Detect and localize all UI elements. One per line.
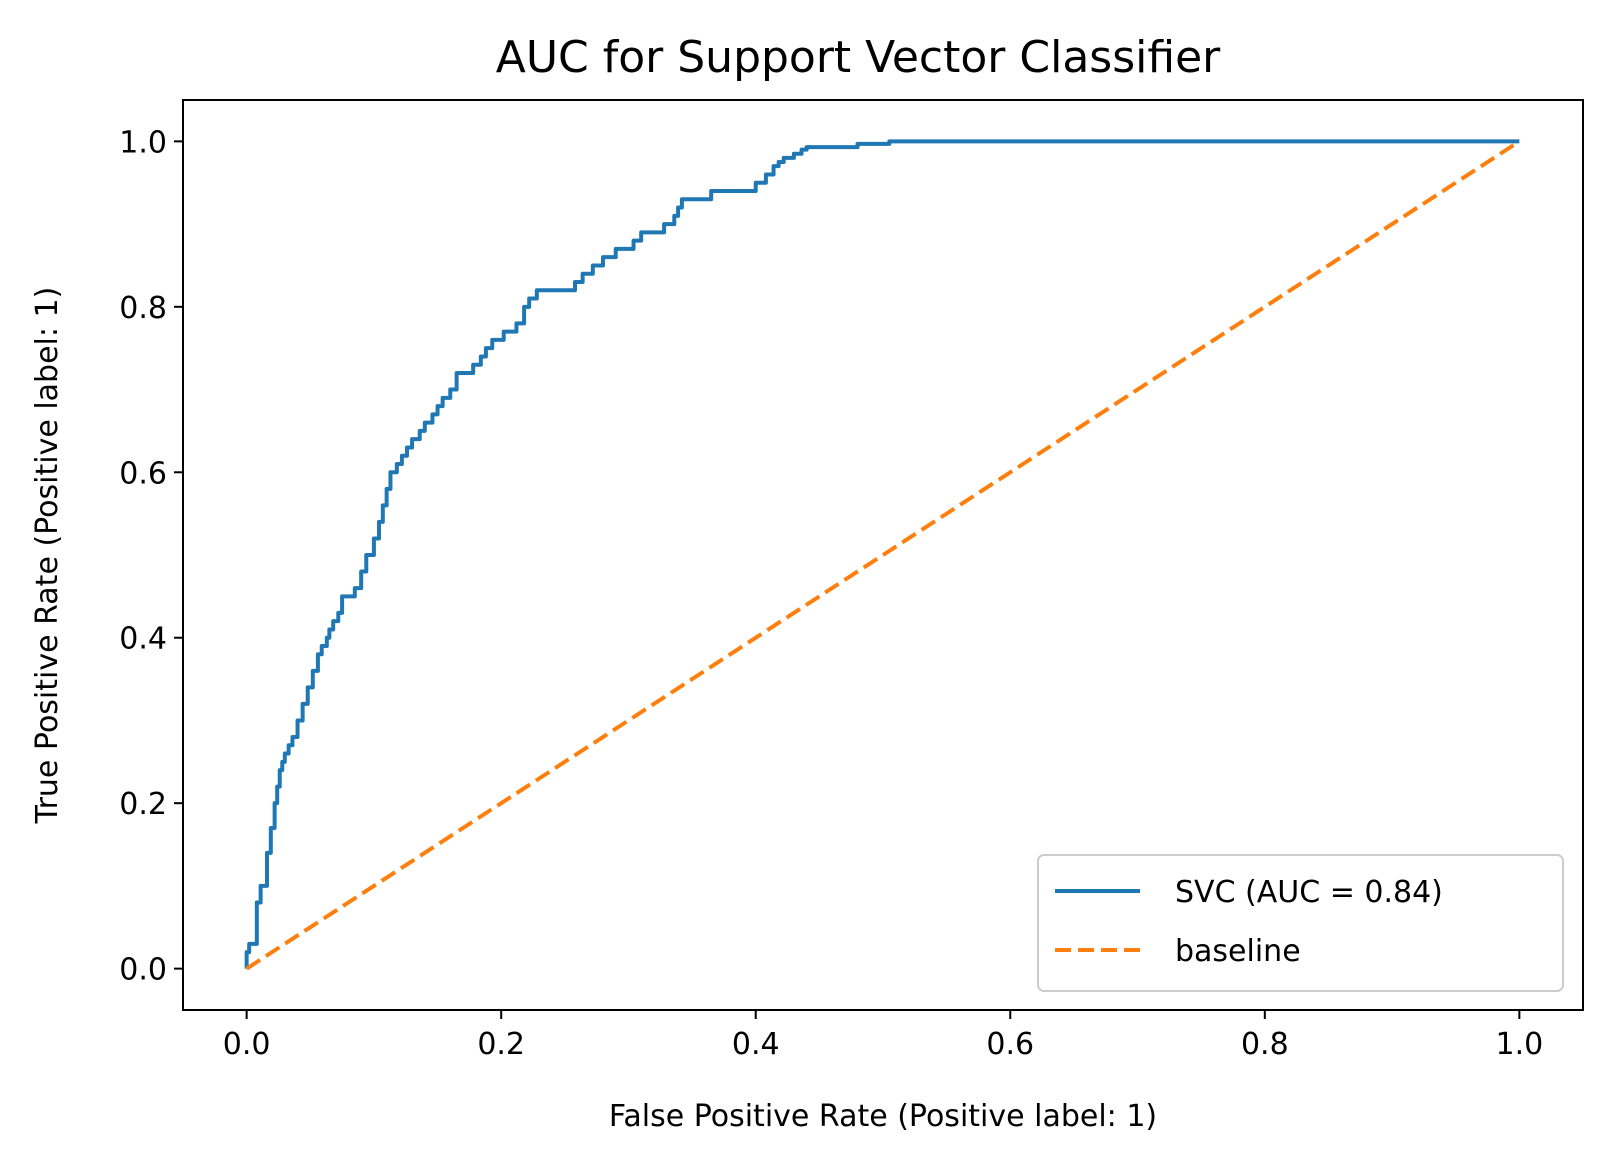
- y-tick-label: 1.0: [119, 125, 167, 160]
- plot-area: [244, 139, 1521, 971]
- y-tick-label: 0.8: [119, 291, 167, 326]
- y-tick-label: 0.2: [119, 787, 167, 822]
- x-tick-label: 0.8: [1241, 1027, 1289, 1062]
- y-tick-label: 0.0: [119, 953, 167, 988]
- plot-frame: [182, 99, 1584, 1011]
- y-axis-label: True Positive Rate (Positive label: 1): [30, 287, 65, 825]
- x-tick-label: 1.0: [1496, 1027, 1544, 1062]
- legend-label-baseline: baseline: [1175, 934, 1301, 969]
- x-tick-label: 0.2: [477, 1027, 525, 1062]
- legend-label-svc: SVC (AUC = 0.84): [1175, 875, 1443, 910]
- x-tick-label: 0.0: [223, 1027, 271, 1062]
- y-tick-label: 0.4: [119, 622, 167, 657]
- x-tick-label: 0.6: [986, 1027, 1034, 1062]
- axis-ticks: 0.0 0.2 0.4 0.6 0.8 1.0 0.0 0.2 0.4 0.6 0.8 1.0: [119, 125, 1543, 1062]
- x-tick-label: 0.4: [732, 1027, 780, 1062]
- legend: SVC (AUC = 0.84) baseline: [1037, 854, 1564, 992]
- x-axis-label: False Positive Rate (Positive label: 1): [609, 1099, 1157, 1134]
- y-tick-label: 0.6: [119, 456, 167, 491]
- legend-box: [1037, 854, 1564, 992]
- series-line-svc: [244, 139, 1520, 969]
- chart-title: AUC for Support Vector Classifier: [496, 32, 1221, 83]
